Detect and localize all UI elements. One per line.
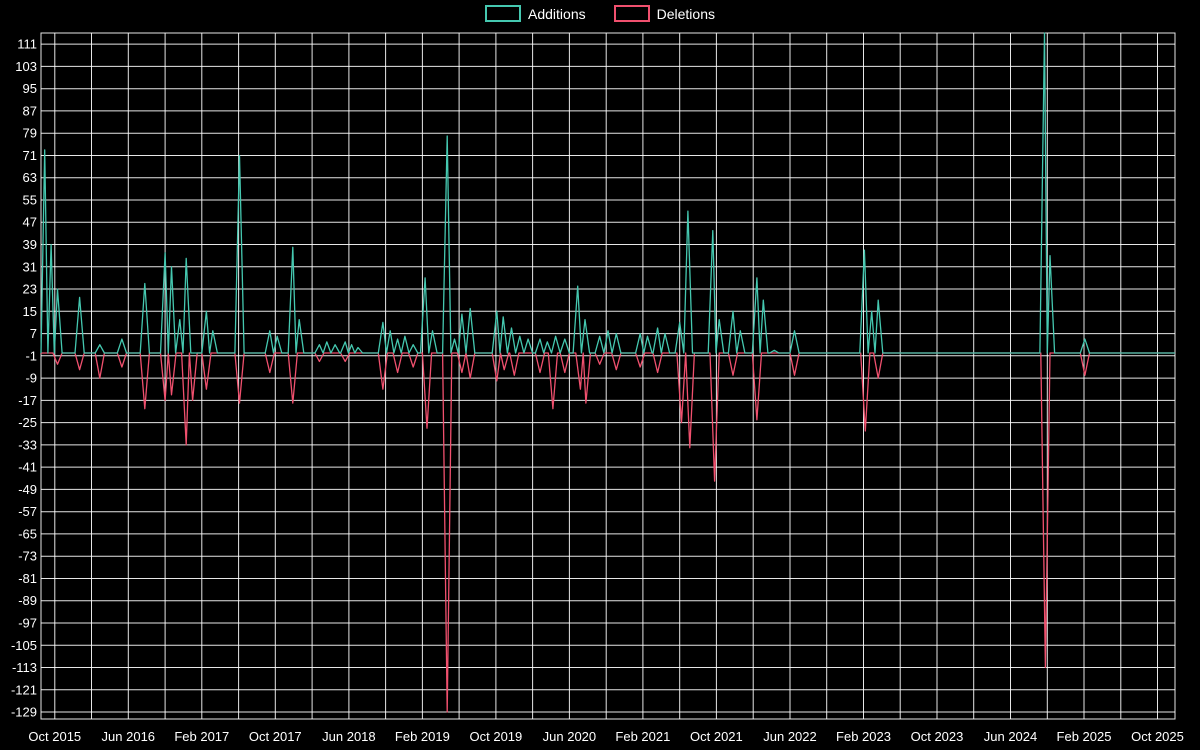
y-tick-label: 55 <box>23 193 37 208</box>
x-tick-label: Jun 2018 <box>322 729 376 744</box>
plot-border <box>40 32 1176 720</box>
legend-label-additions: Additions <box>528 5 586 22</box>
y-tick-label: -57 <box>18 504 37 519</box>
y-tick-label: -81 <box>18 571 37 586</box>
y-tick-label: -105 <box>11 638 37 653</box>
axis-labels: 111 103 95 87 79 71 63 55 47 39 31 23 15 7 -1 -9 -17 -25 -… <box>11 37 1184 744</box>
y-tick-label: -121 <box>11 682 37 697</box>
y-tick-label: 95 <box>23 81 37 96</box>
y-tick-label: -49 <box>18 482 37 497</box>
y-tick-label: 15 <box>23 304 37 319</box>
y-tick-label: -89 <box>18 593 37 608</box>
y-tick-label: -97 <box>18 616 37 631</box>
x-tick-label: Oct 2023 <box>911 729 964 744</box>
x-tick-label: Oct 2017 <box>249 729 302 744</box>
y-tick-label: 63 <box>23 170 37 185</box>
x-tick-label: Jun 2016 <box>102 729 156 744</box>
y-tick-label: 71 <box>23 148 37 163</box>
x-tick-label: Feb 2025 <box>1057 729 1112 744</box>
y-tick-label: 87 <box>23 103 37 118</box>
x-tick-label: Feb 2021 <box>615 729 670 744</box>
additions-swatch-icon <box>485 5 522 22</box>
x-tick-label: Jun 2022 <box>763 729 817 744</box>
x-tick-label: Oct 2021 <box>690 729 743 744</box>
y-tick-label: -129 <box>11 705 37 720</box>
deletions-series-line <box>41 352 1175 713</box>
additions-series-line <box>40 32 1175 354</box>
chart-legend: Additions Deletions <box>0 5 1200 22</box>
x-tick-label: Jun 2020 <box>543 729 597 744</box>
x-tick-label: Oct 2015 <box>28 729 81 744</box>
legend-label-deletions: Deletions <box>656 5 715 22</box>
y-tick-label: -33 <box>18 437 37 452</box>
y-tick-label: 111 <box>17 37 37 52</box>
legend-item-additions[interactable]: Additions <box>485 5 586 22</box>
y-tick-label: 79 <box>23 126 37 141</box>
y-tick-label: 39 <box>23 237 37 252</box>
y-tick-label: 7 <box>30 326 37 341</box>
x-tick-label: Jun 2024 <box>984 729 1038 744</box>
legend-item-deletions[interactable]: Deletions <box>613 5 715 22</box>
y-tick-label: -65 <box>18 526 37 541</box>
x-tick-label: Feb 2019 <box>395 729 450 744</box>
y-tick-label: -17 <box>18 393 37 408</box>
x-tick-label: Oct 2025 <box>1131 729 1184 744</box>
y-tick-label: 103 <box>15 59 37 74</box>
grid <box>40 32 1176 720</box>
x-tick-label: Oct 2019 <box>470 729 523 744</box>
deletions-swatch-icon <box>613 5 650 22</box>
y-tick-label: -113 <box>12 660 37 675</box>
y-tick-label: -9 <box>25 371 37 386</box>
y-tick-label: 47 <box>23 215 37 230</box>
y-tick-label: 31 <box>23 259 37 274</box>
x-tick-label: Feb 2017 <box>174 729 229 744</box>
y-tick-label: -1 <box>25 348 37 363</box>
y-tick-label: -41 <box>18 460 37 475</box>
y-tick-label: -73 <box>18 549 37 564</box>
y-tick-label: 23 <box>23 282 37 297</box>
x-tick-label: Feb 2023 <box>836 729 891 744</box>
y-tick-label: -25 <box>18 415 37 430</box>
